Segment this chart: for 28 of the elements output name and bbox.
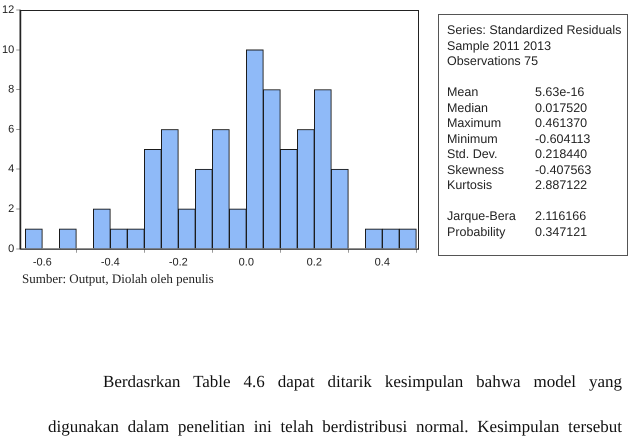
x-tick-label: -0.6 (32, 256, 52, 268)
text: Sample 2011 2013 (447, 38, 552, 54)
text: Std. Dev. 0.218440 (447, 147, 588, 161)
text: Observations 75 (447, 54, 540, 70)
text: digunakan dalam penelitian ini telah berdistribusi normal. Kesimpulan tersebut (48, 417, 622, 437)
y-tick-label: 6 (8, 123, 14, 136)
text: Kurtosis 2.887122 (447, 178, 588, 192)
text: Mean 5.63e-16 (447, 85, 584, 99)
y-tick-label: 8 (8, 84, 14, 96)
y-tick-label: 4 (8, 163, 14, 176)
text: Median 0.017520 (447, 100, 588, 114)
x-tick-label: -0.2 (168, 256, 188, 268)
text: Skewness -0.407563 (447, 162, 592, 176)
y-tick-label: 0 (8, 242, 14, 255)
text: Berdasrkan Table 4.6 dapat ditarik kesimpulan bahwa model yang (103, 372, 622, 392)
text: Jarque-Bera 2.116166 (447, 209, 586, 223)
y-tick-label: 12 (2, 4, 14, 16)
text: Probability 0.347121 (447, 224, 588, 238)
x-tick-label: 0.0 (238, 256, 254, 268)
text: Minimum -0.604113 (447, 132, 590, 146)
x-tick-label: 0.2 (306, 256, 322, 268)
text: Series: Standardized Residuals (447, 23, 622, 38)
y-tick-label: 2 (8, 203, 14, 216)
text: Sumber: Output, Diolah oleh penulis (22, 271, 214, 287)
x-tick-label: -0.4 (100, 256, 120, 268)
text: Maximum 0.461370 (447, 116, 588, 130)
y-tick-label: 10 (2, 44, 14, 56)
x-tick-label: 0.4 (374, 256, 390, 268)
